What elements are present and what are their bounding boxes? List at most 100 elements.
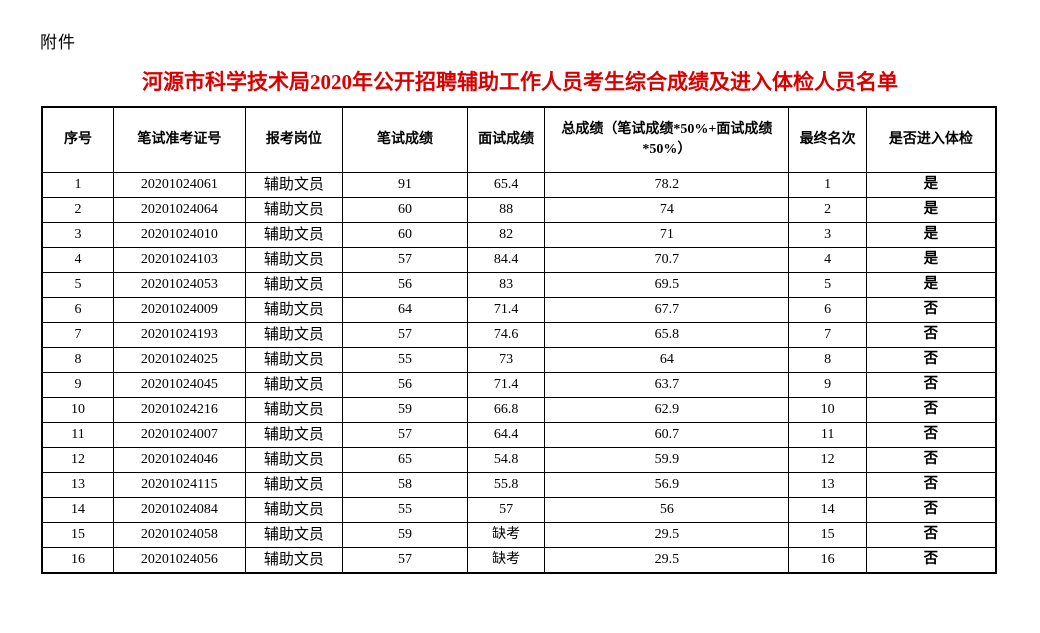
page-title: 河源市科学技术局2020年公开招聘辅助工作人员考生综合成绩及进入体检人员名单 [142, 70, 898, 94]
table-cell: 辅助文员 [244, 547, 343, 574]
table-cell: 辅助文员 [244, 347, 343, 373]
table-cell: 否 [865, 547, 997, 574]
table-header-row: 序号 笔试准考证号 报考岗位 笔试成绩 面试成绩 总成绩（笔试成绩*50%+面试成绩*50… [41, 106, 997, 173]
table-cell: 辅助文员 [244, 522, 343, 548]
table-cell: 否 [865, 497, 997, 523]
table-cell: 13 [41, 472, 115, 498]
table-cell: 57 [341, 247, 468, 273]
table-cell: 3 [41, 222, 115, 248]
table-cell: 辅助文员 [244, 222, 343, 248]
table-cell: 3 [788, 222, 867, 248]
table-cell: 2 [788, 197, 867, 223]
table-row: 10 20201024216 辅助文员 59 66.8 62.9 10 否 [41, 397, 997, 423]
table-cell: 20201024064 [113, 197, 246, 223]
table-row: 13 20201024115 辅助文员 58 55.8 56.9 13 否 [41, 472, 997, 498]
table-cell: 11 [41, 422, 115, 448]
table-cell: 56 [544, 497, 790, 523]
table-cell: 74 [544, 197, 790, 223]
table-cell: 2 [41, 197, 115, 223]
table-cell: 否 [865, 447, 997, 473]
table-cell: 29.5 [544, 522, 790, 548]
table-cell: 缺考 [466, 547, 546, 574]
table-cell: 否 [865, 372, 997, 398]
table-cell: 是 [865, 222, 997, 248]
table-cell: 60 [341, 197, 468, 223]
column-header: 笔试成绩 [341, 106, 468, 173]
table-cell: 8 [41, 347, 115, 373]
table-cell: 是 [865, 197, 997, 223]
table-cell: 是 [865, 272, 997, 298]
table-cell: 84.4 [466, 247, 546, 273]
table-cell: 20201024009 [113, 297, 246, 323]
table-cell: 62.9 [544, 397, 790, 423]
table-cell: 20201024084 [113, 497, 246, 523]
table-cell: 20201024061 [113, 172, 246, 198]
table-cell: 20201024056 [113, 547, 246, 574]
table-cell: 20201024103 [113, 247, 246, 273]
table-cell: 64.4 [466, 422, 546, 448]
table-cell: 5 [788, 272, 867, 298]
table-cell: 20201024115 [113, 472, 246, 498]
column-header: 笔试准考证号 [113, 106, 246, 173]
table-cell: 65.4 [466, 172, 546, 198]
table-cell: 9 [788, 372, 867, 398]
table-row: 14 20201024084 辅助文员 55 57 56 14 否 [41, 497, 997, 523]
table-cell: 59 [341, 397, 468, 423]
table-cell: 1 [788, 172, 867, 198]
table-cell: 12 [41, 447, 115, 473]
table-cell: 58 [341, 472, 468, 498]
table-row: 2 20201024064 辅助文员 60 88 74 2 是 [41, 197, 997, 223]
column-header: 面试成绩 [466, 106, 546, 173]
table-cell: 56.9 [544, 472, 790, 498]
table-cell: 辅助文员 [244, 297, 343, 323]
table-cell: 54.8 [466, 447, 546, 473]
table-cell: 6 [788, 297, 867, 323]
table-cell: 73 [466, 347, 546, 373]
table-cell: 7 [41, 322, 115, 348]
table-cell: 20201024053 [113, 272, 246, 298]
table-cell: 13 [788, 472, 867, 498]
table-cell: 4 [788, 247, 867, 273]
table-cell: 7 [788, 322, 867, 348]
table-cell: 辅助文员 [244, 422, 343, 448]
table-header: 序号 笔试准考证号 报考岗位 笔试成绩 面试成绩 总成绩（笔试成绩*50%+面试成绩*50… [41, 106, 997, 173]
table-cell: 辅助文员 [244, 397, 343, 423]
table-row: 11 20201024007 辅助文员 57 64.4 60.7 11 否 [41, 422, 997, 448]
table-cell: 否 [865, 472, 997, 498]
table-cell: 否 [865, 522, 997, 548]
table-cell: 57 [341, 422, 468, 448]
table-cell: 71.4 [466, 372, 546, 398]
table-cell: 16 [788, 547, 867, 574]
table-cell: 8 [788, 347, 867, 373]
table-cell: 辅助文员 [244, 322, 343, 348]
table-cell: 11 [788, 422, 867, 448]
table-cell: 6 [41, 297, 115, 323]
table-cell: 78.2 [544, 172, 790, 198]
table-row: 9 20201024045 辅助文员 56 71.4 63.7 9 否 [41, 372, 997, 398]
table-cell: 20201024007 [113, 422, 246, 448]
table-cell: 辅助文员 [244, 172, 343, 198]
table-cell: 否 [865, 297, 997, 323]
table-cell: 56 [341, 372, 468, 398]
table-cell: 20201024058 [113, 522, 246, 548]
table-cell: 辅助文员 [244, 472, 343, 498]
table-cell: 是 [865, 172, 997, 198]
column-header: 最终名次 [788, 106, 867, 173]
table-cell: 71 [544, 222, 790, 248]
table-cell: 29.5 [544, 547, 790, 574]
table-cell: 20201024010 [113, 222, 246, 248]
table-cell: 辅助文员 [244, 272, 343, 298]
table-cell: 15 [788, 522, 867, 548]
table-cell: 71.4 [466, 297, 546, 323]
table-row: 1 20201024061 辅助文员 91 65.4 78.2 1 是 [41, 172, 997, 198]
table-cell: 是 [865, 247, 997, 273]
table-row: 16 20201024056 辅助文员 57 缺考 29.5 16 否 [41, 547, 997, 574]
table-row: 7 20201024193 辅助文员 57 74.6 65.8 7 否 [41, 322, 997, 348]
table-cell: 20201024046 [113, 447, 246, 473]
table-cell: 14 [788, 497, 867, 523]
table-cell: 9 [41, 372, 115, 398]
table-cell: 5 [41, 272, 115, 298]
table-cell: 83 [466, 272, 546, 298]
table-cell: 辅助文员 [244, 197, 343, 223]
table-cell: 57 [341, 322, 468, 348]
